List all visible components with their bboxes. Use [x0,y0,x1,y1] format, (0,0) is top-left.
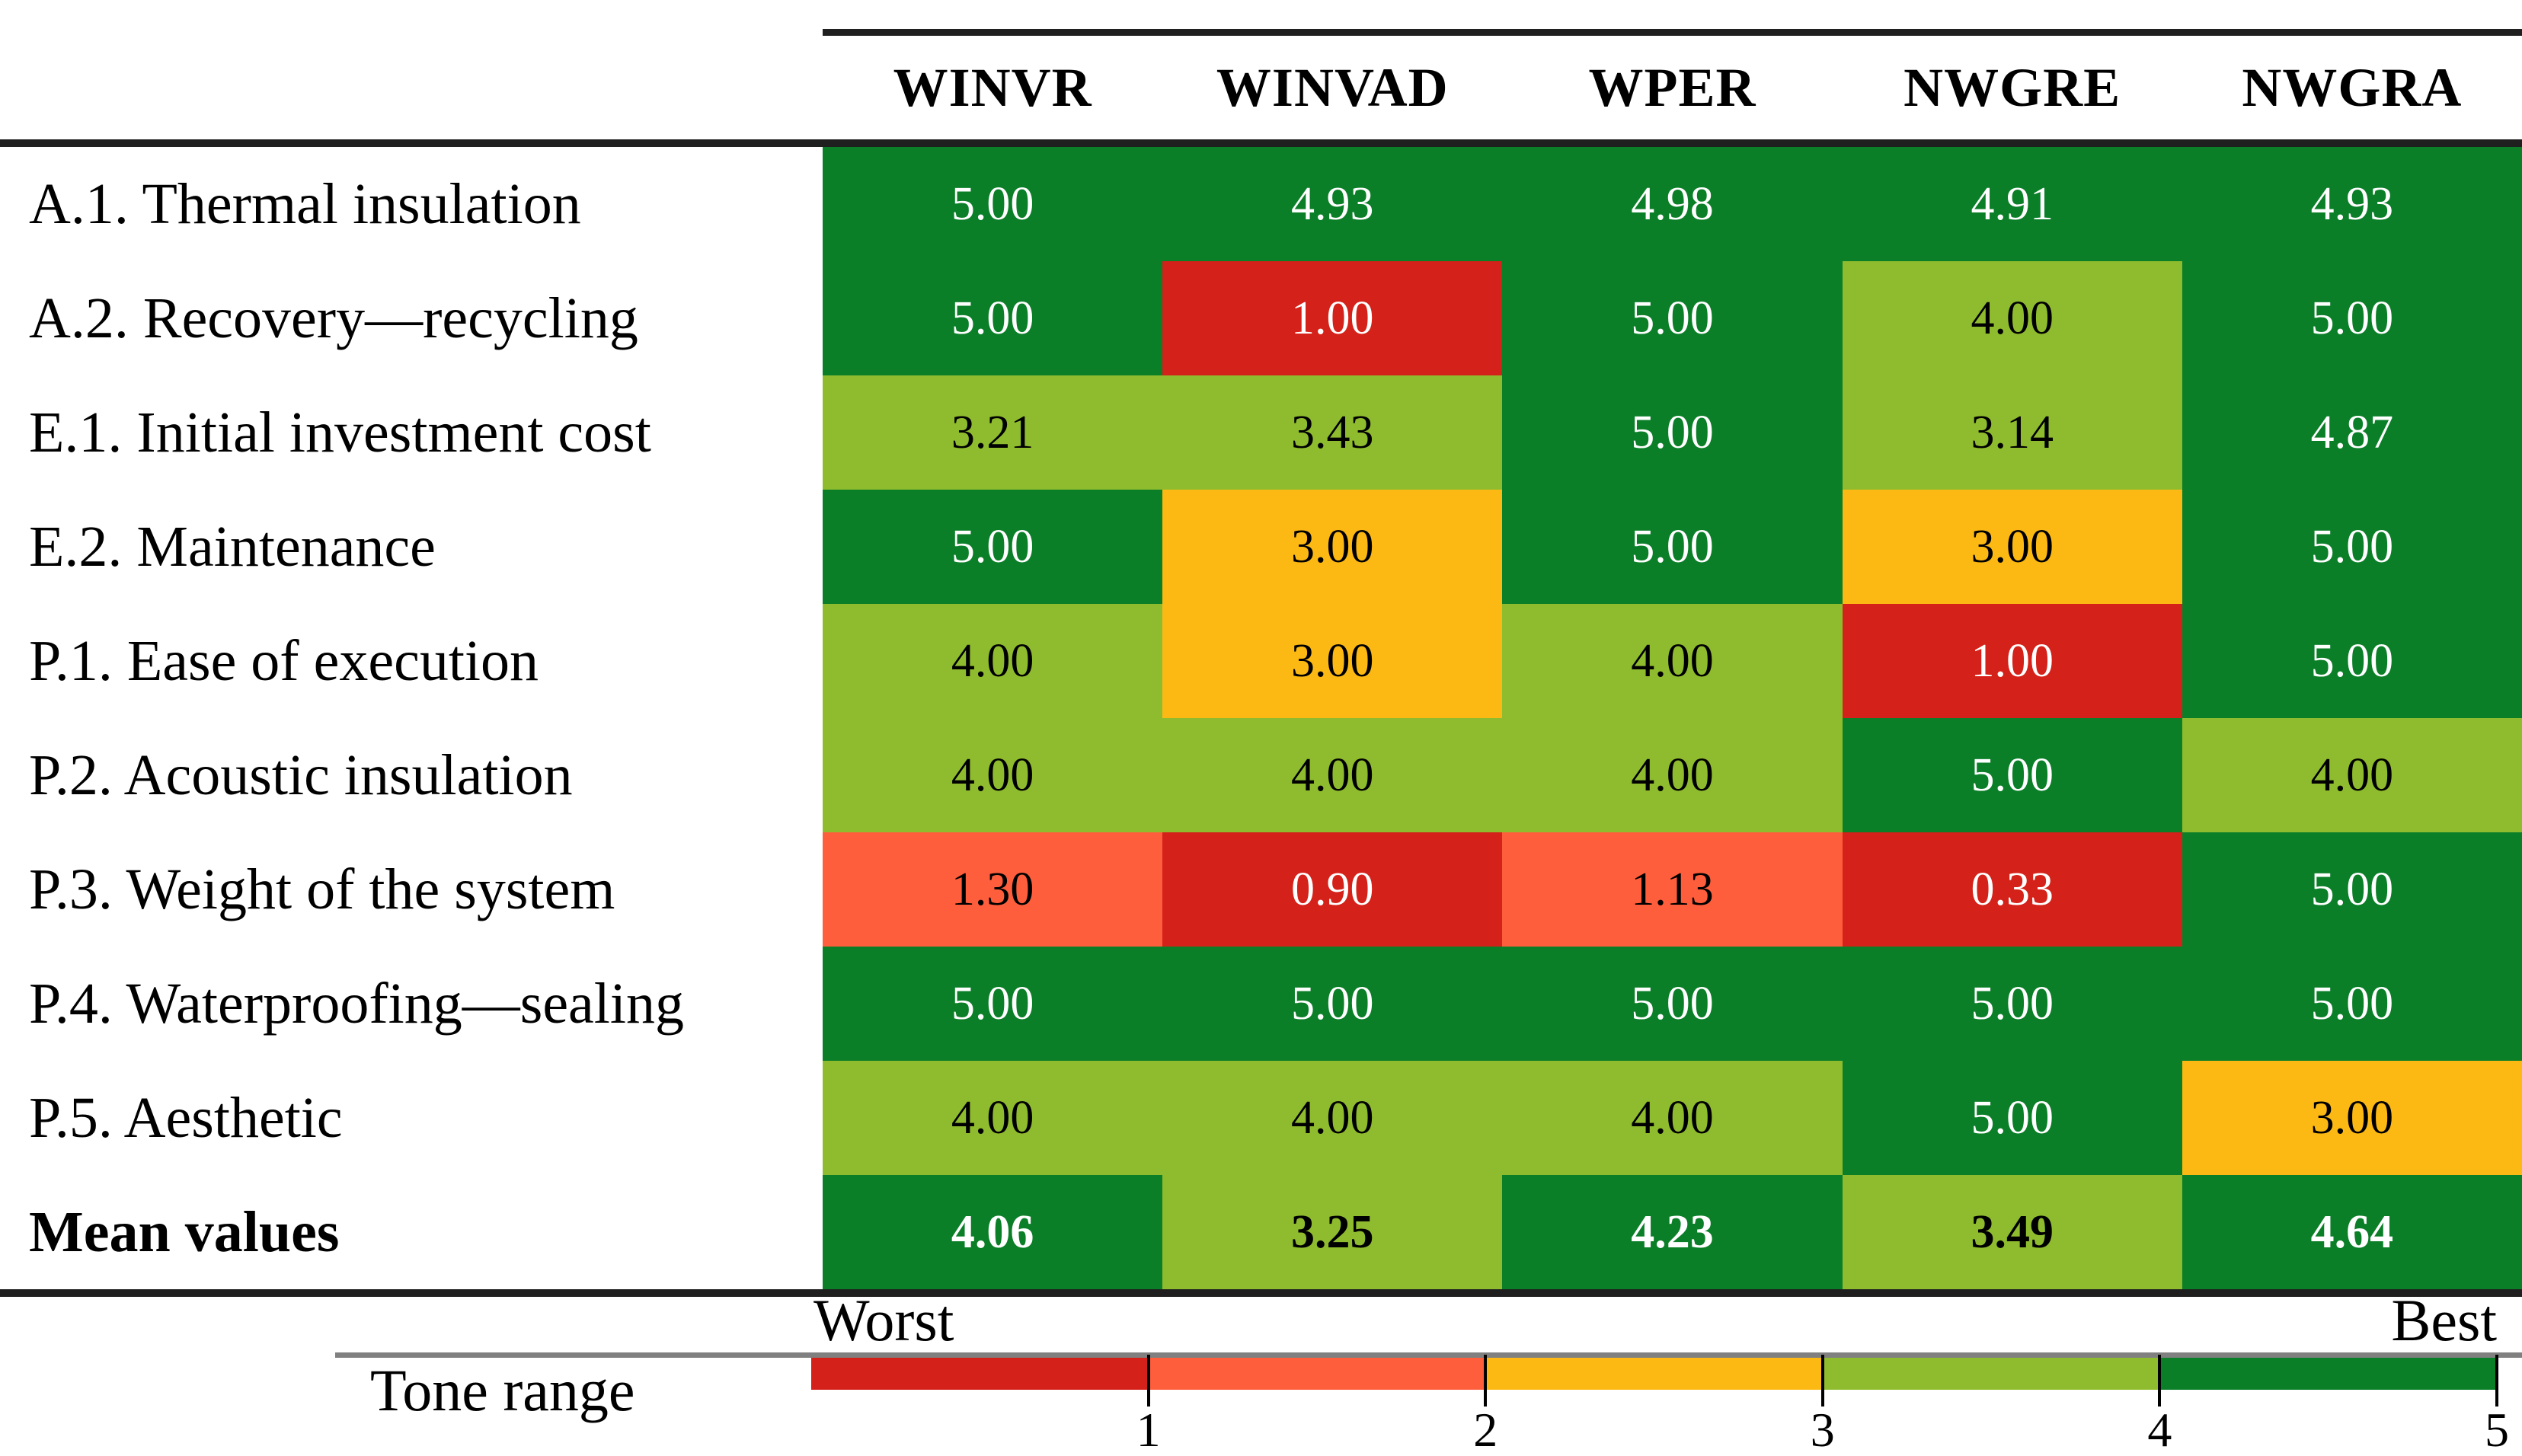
heatmap-cell: 5.00 [2182,490,2522,604]
worst-label: Worst [813,1287,954,1353]
legend-title: Tone range [370,1357,635,1423]
header-bottom-rule [0,139,2522,147]
heatmap-cell: 1.13 [1502,832,1843,947]
row-label: Mean values [0,1175,823,1289]
heatmap-cell: 3.00 [1842,490,2182,604]
row-label: A.2. Recovery—recycling [0,261,823,375]
heatmap-cell: 3.14 [1842,375,2182,490]
heatmap-cell: 3.00 [1162,490,1503,604]
heatmap-cell: 3.49 [1842,1175,2182,1289]
legend-baseline-rule [335,1352,2522,1358]
heatmap-cell: 4.23 [1502,1175,1843,1289]
heatmap-cell: 5.00 [1162,947,1503,1061]
column-header: NWGRA [2242,56,2463,118]
heatmap-cell: 4.00 [2182,718,2522,832]
heatmap-cell: 0.90 [1162,832,1503,947]
heatmap-cell: 0.33 [1842,832,2182,947]
tick-mark [2158,1355,2162,1407]
heatmap-cell: 3.25 [1162,1175,1503,1289]
column-header: NWGRE [1903,56,2121,118]
heatmap-cell: 4.91 [1842,147,2182,261]
heatmap-cell: 5.00 [2182,604,2522,718]
heatmap-cell: 4.87 [2182,375,2522,490]
heatmap-cell: 5.00 [2182,261,2522,375]
row-label: E.2. Maintenance [0,490,823,604]
tick-label: 3 [1810,1403,1835,1456]
heatmap-cell: 5.00 [1842,718,2182,832]
column-header: WPER [1588,56,1756,118]
heatmap-cell: 4.00 [823,604,1163,718]
heatmap-cell: 5.00 [1842,1061,2182,1175]
heatmap-cell: 1.30 [823,832,1163,947]
heatmap-cell: 4.93 [2182,147,2522,261]
heatmap-cell: 4.93 [1162,147,1503,261]
column-header: WINVAD [1216,56,1449,118]
heatmap-cell: 3.00 [2182,1061,2522,1175]
tone-scale-segment [1148,1358,1486,1390]
heatmap-cell: 3.21 [823,375,1163,490]
tick-label: 4 [2147,1403,2172,1456]
heatmap-cell: 1.00 [1842,604,2182,718]
heatmap-cell: 4.64 [2182,1175,2522,1289]
heatmap-cell: 3.00 [1162,604,1503,718]
heatmap-cell: 5.00 [1842,947,2182,1061]
tick-label: 1 [1136,1403,1161,1456]
heatmap-cell: 4.00 [1842,261,2182,375]
tone-scale-segment [2159,1358,2497,1390]
heatmap-cell: 4.98 [1502,147,1843,261]
tone-scale-segment [1822,1358,2160,1390]
tone-scale-segment [811,1358,1149,1390]
heatmap-cell: 4.00 [823,718,1163,832]
tone-scale-segment [1485,1358,1823,1390]
heatmap-cell: 5.00 [1502,490,1843,604]
column-header-row: WINVR WINVAD WPER NWGRE NWGRA [823,36,2522,139]
heatmap-cell: 4.00 [823,1061,1163,1175]
row-label: E.1. Initial investment cost [0,375,823,490]
heatmap-cell: 5.00 [823,947,1163,1061]
heatmap-cell: 4.00 [1502,1061,1843,1175]
tick-mark [1484,1355,1488,1407]
heatmap-cell: 5.00 [1502,375,1843,490]
row-label: P.2. Acoustic insulation [0,718,823,832]
heatmap-cell: 4.00 [1502,604,1843,718]
heatmap-cell: 5.00 [2182,947,2522,1061]
heatmap-cell: 4.00 [1162,718,1503,832]
heatmap-cell: 3.43 [1162,375,1503,490]
heatmap-cell: 5.00 [823,261,1163,375]
heatmap-cell: 1.00 [1162,261,1503,375]
row-label: P.5. Aesthetic [0,1061,823,1175]
heatmap-cell: 4.00 [1502,718,1843,832]
row-label: P.3. Weight of the system [0,832,823,947]
tone-scale-bar [811,1358,2497,1390]
heatmap-cell: 5.00 [823,490,1163,604]
column-header: WINVR [893,56,1092,118]
row-label: A.1. Thermal insulation [0,147,823,261]
heatmap-cell: 5.00 [823,147,1163,261]
row-label: P.4. Waterproofing—sealing [0,947,823,1061]
heatmap-cell: 4.06 [823,1175,1163,1289]
tick-mark [1820,1355,1824,1407]
header-top-rule [823,29,2522,36]
tick-label: 2 [1473,1403,1498,1456]
heatmap-cell: 5.00 [1502,261,1843,375]
heatmap-cell: 5.00 [2182,832,2522,947]
tick-mark [2495,1355,2498,1407]
tick-label: 5 [2485,1403,2509,1456]
table-bottom-rule [0,1289,2522,1297]
heatmap-grid: A.1. Thermal insulation 5.00 4.93 4.98 4.91 4… [0,147,2522,1289]
heatmap-cell: 5.00 [1502,947,1843,1061]
tick-mark [1146,1355,1150,1407]
row-label: P.1. Ease of execution [0,604,823,718]
best-label: Best [2391,1287,2497,1353]
heatmap-cell: 4.00 [1162,1061,1503,1175]
tone-scale-ticks: 1 2 3 4 5 [811,1355,2509,1456]
